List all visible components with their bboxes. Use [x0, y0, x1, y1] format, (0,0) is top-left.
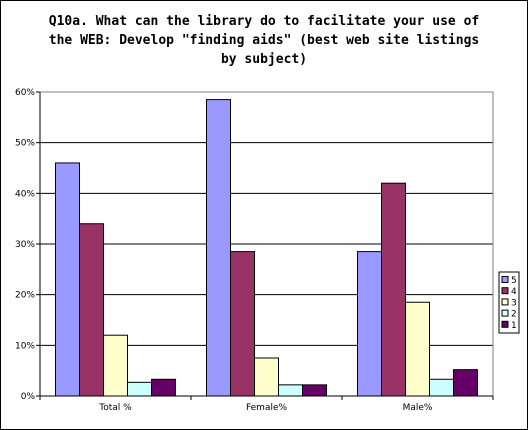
bar: [405, 301, 430, 397]
y-tick-label: 10%: [15, 341, 35, 351]
bar: [254, 357, 279, 397]
y-tick-label: 0%: [21, 392, 36, 402]
y-tick-label: 20%: [15, 291, 35, 301]
bar: [206, 99, 231, 397]
legend-label: 2: [511, 310, 517, 320]
legend-label: 1: [511, 321, 517, 331]
y-tick-label: 60%: [15, 88, 35, 98]
bar: [357, 251, 382, 397]
bar: [453, 369, 478, 397]
bar: [55, 162, 80, 397]
y-tick-label: 30%: [15, 240, 35, 250]
bar: [278, 384, 303, 397]
legend-swatch: [501, 298, 509, 306]
y-tick-label: 40%: [15, 189, 35, 199]
x-tick-label: Male%: [403, 403, 433, 413]
bar: [79, 223, 104, 397]
chart-title-line-3: by subject): [220, 52, 308, 67]
chart-title: Q10a. What can the library do to facilit…: [0, 12, 528, 69]
chart-title-line-2: the WEB: Develop "finding aids" (best we…: [48, 33, 480, 48]
bar: [302, 384, 327, 397]
bar: [429, 378, 454, 397]
x-tick-label: Female%: [246, 403, 288, 413]
bar: [103, 334, 128, 397]
bar: [151, 378, 176, 397]
legend-swatch: [501, 309, 509, 317]
legend-label: 4: [511, 287, 517, 297]
x-tick-label: Total %: [98, 403, 132, 413]
legend-label: 5: [511, 276, 517, 286]
y-tick-label: 50%: [15, 139, 35, 149]
bar: [230, 251, 255, 397]
chart-title-line-1: Q10a. What can the library do to facilit…: [48, 14, 480, 29]
legend-swatch: [501, 320, 509, 328]
legend-swatch: [501, 287, 509, 295]
bar: [127, 381, 152, 397]
legend-swatch: [501, 276, 509, 283]
bar: [381, 182, 406, 397]
legend-label: 3: [511, 298, 517, 308]
